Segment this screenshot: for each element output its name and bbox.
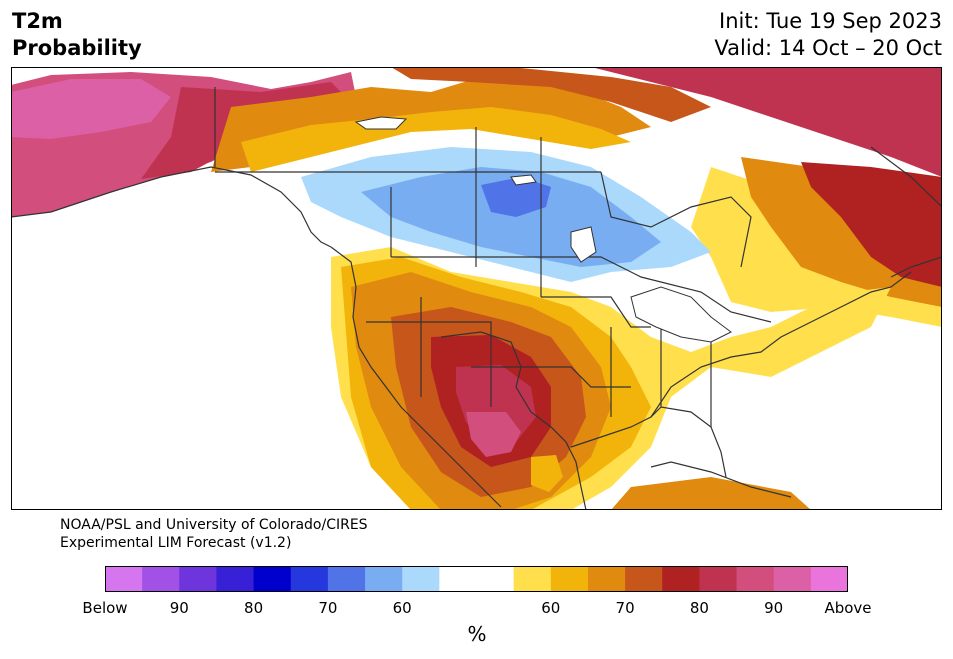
colorbar-tick-label: 80 (244, 599, 264, 617)
init-date: Init: Tue 19 Sep 2023 (719, 9, 942, 33)
map-canvas (10, 67, 943, 511)
map-title: T2m Probability (12, 8, 142, 62)
credit-text: NOAA/PSL and University of Colorado/CIRE… (60, 516, 368, 552)
anomaly-zone-gulf-spot (531, 455, 563, 492)
colorbar-tick-label: 60 (541, 599, 561, 617)
colorbar-swatch (736, 566, 775, 592)
colorbar-swatch (476, 566, 515, 592)
colorbar-swatch (179, 566, 217, 592)
colorbar-tick-label: 90 (169, 599, 189, 617)
colorbar-tick-label: 80 (689, 599, 709, 617)
anomaly-zone-yukon-inner (241, 107, 631, 172)
colorbar-tick-label: 70 (318, 599, 338, 617)
anomaly-zone-quebec (801, 162, 942, 287)
product-label: Probability (12, 36, 142, 60)
colorbar-tick-label: 90 (764, 599, 784, 617)
colorbar-canvas (105, 566, 849, 592)
colorbar-swatch (327, 566, 366, 592)
colorbar-swatch (513, 566, 552, 592)
forecast-map: NOAA/PSL and University of Colorado/CIRE… (10, 67, 943, 551)
colorbar-tick-label: Below (82, 599, 128, 617)
lakes (354, 116, 732, 343)
colorbar-swatch (365, 566, 403, 592)
colorbar-unit: % (467, 622, 487, 646)
colorbar (105, 566, 849, 592)
colorbar-swatch (662, 566, 700, 592)
colorbar-swatch (142, 566, 180, 592)
anomaly-zone-caribbean (611, 477, 811, 510)
valid-range: Valid: 14 Oct – 20 Oct (714, 36, 942, 60)
variable-label: T2m (12, 9, 63, 33)
colorbar-tick-label: 70 (615, 599, 635, 617)
colorbar-swatch (216, 566, 255, 592)
anomaly-zone-arctic (591, 67, 942, 177)
colorbar-border (105, 566, 848, 592)
colorbar-swatch (105, 566, 143, 592)
colorbar-swatch (587, 566, 626, 592)
colorbar-swatch (290, 566, 329, 592)
colorbar-swatch (402, 566, 440, 592)
anomaly-zone-cool-core (481, 177, 551, 217)
anomaly-zone-north-canada (391, 67, 711, 122)
credit-line-1: NOAA/PSL and University of Colorado/CIRE… (60, 517, 368, 533)
colorbar-swatch (625, 566, 663, 592)
colorbar-swatch (699, 566, 738, 592)
credit-line-2: Experimental LIM Forecast (v1.2) (60, 535, 292, 551)
anomaly-zone-mexico-peak (466, 412, 521, 457)
colorbar-swatch (439, 566, 477, 592)
colorbar-swatch (773, 566, 812, 592)
colorbar-tick-label: Above (824, 599, 872, 617)
colorbar-swatch (550, 566, 589, 592)
anomaly-zone-alaska-core (11, 79, 171, 139)
colorbar-swatch (253, 566, 292, 592)
colorbar-tick-label: 60 (392, 599, 412, 617)
anomaly-zone-yukon (211, 72, 651, 172)
political-boundaries (10, 87, 943, 511)
colorbar-swatch (810, 566, 849, 592)
forecast-dates: Init: Tue 19 Sep 2023 Valid: 14 Oct – 20… (714, 8, 942, 62)
